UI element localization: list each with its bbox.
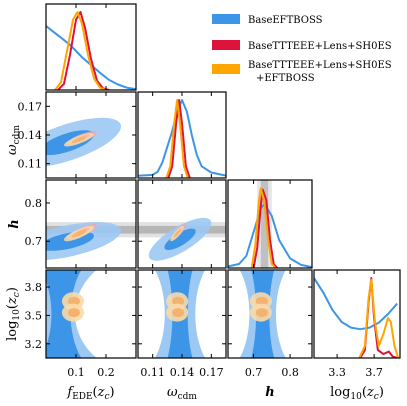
blob-log10zc-col0-inner-1 <box>68 308 80 318</box>
legend: BaseEFTBOSS BaseTTTEEE+Lens+SH0ES BaseTT… <box>212 14 392 84</box>
marginal-fEDE-basettteee-lens-sh0es <box>57 11 110 90</box>
marginal-curves-layer <box>46 11 400 358</box>
y-tick-label-r2: 0.7 <box>25 235 43 248</box>
legend-swatch-baseteee-shoes-eftboss <box>212 64 240 74</box>
legend-label-baseteee-shoes-eftboss: BaseTTTEEE+Lens+SH0ES <box>248 60 392 71</box>
y-axis-label-log10zc: log10(zc) <box>5 287 22 341</box>
blob-log10zc-col2-inner-0 <box>255 296 268 306</box>
y-tick-label-r1: 0.11 <box>18 158 43 171</box>
marginal-log10zc-baseeftboss <box>314 277 398 331</box>
x-tick-label-c1: 0.17 <box>199 366 224 379</box>
contour-h_vs_fEDE-basettteee-lens-sh0es-eftboss-1sigma <box>71 229 87 238</box>
legend-label-baseeftboss: BaseEFTBOSS <box>248 15 323 26</box>
y-axis-label-omega-cdm: ωcdm <box>5 125 22 155</box>
contour-omega_cdm_vs_fEDE-basettteee-lens-sh0es-eftboss-1sigma <box>71 136 87 144</box>
y-tick-label-r1: 0.17 <box>18 100 43 113</box>
blob-log10zc-col2-inner-1 <box>255 308 268 318</box>
legend-swatch-baseteee-shoes <box>212 40 240 50</box>
marginal-fEDE-basettteee-lens-sh0es-eftboss <box>54 11 107 90</box>
legend-swatch-baseeftboss <box>212 14 240 24</box>
blob-log10zc-col0-inner-0 <box>68 296 80 306</box>
blob-log10zc-col1-inner-0 <box>172 296 185 306</box>
panel-frames-layer <box>45 3 401 359</box>
tick-layer: 0.1 0.2 0.11 0.14 0.17 0.7 0.8 3.3 3.7 0.11 0.14 0.… <box>18 4 383 379</box>
x-axis-label-h: h <box>265 385 274 400</box>
y-tick-label-r3: 3.8 <box>25 281 43 294</box>
contour-h_vs_omega_cdm-baseeftboss-1sigma <box>164 228 196 250</box>
marginal-h-basettteee-lens-sh0es <box>252 188 279 268</box>
x-tick-label-c0: 0.1 <box>67 366 85 379</box>
panel-frame-r3-c0 <box>45 269 137 359</box>
legend-label-baseteee-shoes-eftboss-line2: +EFTBOSS <box>256 73 315 84</box>
panel-frame-r0-c0 <box>45 3 137 91</box>
panel-frame-r2-c2 <box>227 179 313 269</box>
marginal-omega_cdm-basettteee-lens-sh0es <box>167 99 191 178</box>
x-tick-label-c0: 0.2 <box>97 366 115 379</box>
x-tick-label-c1: 0.11 <box>140 366 165 379</box>
contour-fills-layer <box>46 117 286 358</box>
y-tick-label-r1: 0.14 <box>18 129 43 142</box>
x-axis-label-fEDE: fEDE(zc) <box>66 385 114 402</box>
legend-label-baseteee-shoes: BaseTTTEEE+Lens+SH0ES <box>248 41 392 52</box>
panel-frame-r3-c2 <box>227 269 313 359</box>
y-tick-label-r3: 3.2 <box>25 338 43 351</box>
panel-frame-r2-c0 <box>45 179 137 269</box>
x-tick-label-c3: 3.7 <box>365 366 383 379</box>
y-axis-label-h: h <box>7 219 22 228</box>
shoes-band-p22-1sigma <box>260 180 269 268</box>
marginal-omega_cdm-basettteee-lens-sh0es-eftboss <box>165 99 189 178</box>
marginal-fEDE-baseeftboss <box>46 25 136 90</box>
x-tick-label-c3: 3.3 <box>328 366 346 379</box>
blob-log10zc-col1-inner-1 <box>172 308 185 318</box>
panel-frame-r3-c3 <box>313 269 401 359</box>
x-tick-label-c1: 0.14 <box>170 366 195 379</box>
x-axis-label-omega-cdm: ωcdm <box>167 385 197 402</box>
x-tick-label-c2: 0.7 <box>245 366 263 379</box>
y-tick-label-r2: 0.8 <box>25 197 43 210</box>
marginal-h-basettteee-lens-sh0es-eftboss <box>250 187 277 268</box>
x-tick-label-c2: 0.8 <box>281 366 299 379</box>
x-axis-label-log10zc: log10(zc) <box>330 385 384 402</box>
contour-h_vs_omega_cdm-basettteee-lens-sh0es-eftboss-1sigma <box>173 229 181 238</box>
axis-labels: ωcdm h log10(zc) fEDE(zc) ωcdm h log10(z… <box>5 125 384 402</box>
marginal-log10zc-basettteee-lens-sh0es-eftboss <box>358 278 400 358</box>
y-tick-label-r3: 3.5 <box>25 309 43 322</box>
